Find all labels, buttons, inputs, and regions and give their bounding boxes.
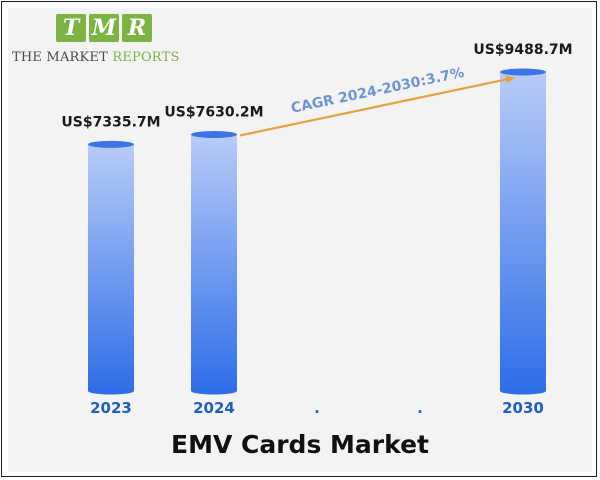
bar-base xyxy=(500,387,546,395)
logo-tile-r: R xyxy=(122,14,152,42)
data-label-2023: US$7335.7M xyxy=(61,114,160,130)
bar-cap xyxy=(191,130,237,138)
bar-base xyxy=(88,387,134,395)
x-tick-label: 2024 xyxy=(193,399,235,417)
labels-layer: US$7335.7M 2023 US$7630.2M 2024. . US$9488.7M… xyxy=(61,42,572,417)
cagr-arrow xyxy=(239,75,515,137)
cagr-annotation: CAGR 2024-2030:3.7% xyxy=(290,65,466,117)
logo-wordmark: THE MARKET REPORTS xyxy=(12,50,180,65)
x-tick-label: . xyxy=(314,399,320,417)
logo-tiles: T M R xyxy=(56,14,152,42)
logo-tile-m: M xyxy=(89,14,119,42)
bar-body xyxy=(88,144,134,391)
bar-2024 xyxy=(191,130,237,395)
logo-wordmark-part2: REPORTS xyxy=(112,50,180,65)
bar-2023 xyxy=(88,140,134,395)
data-label-2024: US$7630.2M xyxy=(164,104,263,120)
bar-cap xyxy=(88,140,134,148)
bar-body xyxy=(191,134,237,392)
data-label-2030: US$9488.7M xyxy=(473,42,572,58)
bar-body xyxy=(500,72,546,391)
chart-title: EMV Cards Market xyxy=(171,430,429,459)
bar-2030 xyxy=(500,68,546,395)
logo-tile-t: T xyxy=(56,14,86,42)
company-logo: T M R THE MARKET REPORTS xyxy=(12,14,192,70)
logo-wordmark-part1: THE MARKET xyxy=(12,50,113,65)
bar-base xyxy=(191,387,237,395)
bars-layer xyxy=(88,68,546,395)
annotation-layer: CAGR 2024-2030:3.7% xyxy=(239,65,515,137)
x-tick-label: 2023 xyxy=(90,399,132,417)
x-tick-label: . xyxy=(417,399,423,417)
bar-cap xyxy=(500,68,546,76)
x-tick-label: 2030 xyxy=(502,399,544,417)
